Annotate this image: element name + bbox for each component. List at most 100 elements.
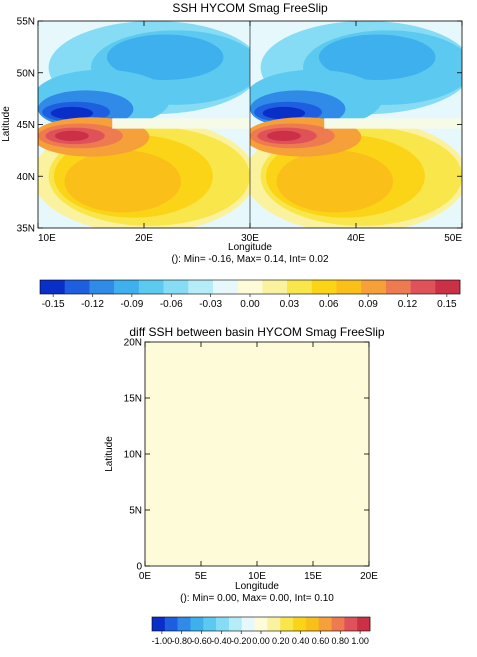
chart1-ytick-label: 40N — [17, 172, 35, 183]
colorbar-tick-label: -0.12 — [81, 299, 104, 310]
colorbar-swatch — [311, 280, 337, 294]
colorbar-tick-label: -0.03 — [199, 299, 222, 310]
chart2-title: diff SSH between basin HYCOM Smag FreeSl… — [129, 325, 385, 339]
colorbar-tick-label: 0.40 — [292, 636, 310, 646]
colorbar-swatch — [114, 280, 140, 294]
colorbar-swatch — [152, 617, 166, 631]
colorbar-swatch — [40, 280, 66, 294]
chart2-ytick-label: 5N — [129, 506, 142, 517]
colorbar-swatch — [435, 280, 461, 294]
colorbar-swatch — [163, 280, 189, 294]
colorbar-tick-label: 0.80 — [332, 636, 350, 646]
chart2-field — [145, 342, 369, 566]
colorbar-swatch — [177, 617, 191, 631]
chart1-xtick-label: 40E — [347, 233, 365, 244]
colorbar-swatch — [293, 617, 307, 631]
colorbar-tick-label: -0.15 — [42, 299, 65, 310]
colorbar-swatch — [190, 617, 204, 631]
colorbar-tick-label: 0.09 — [358, 299, 378, 310]
chart2-ytick-label: 0 — [136, 562, 142, 573]
colorbar-swatch — [203, 617, 217, 631]
chart1-ytick-label: 55N — [17, 17, 35, 28]
colorbar-swatch — [138, 280, 164, 294]
field-contour-band — [106, 34, 224, 80]
colorbar-tick-label: -1.00 — [152, 636, 173, 646]
chart2-xtick-label: 15E — [304, 571, 322, 582]
field-contour-band — [318, 34, 436, 80]
colorbar-swatch — [212, 280, 238, 294]
colorbar-swatch — [336, 280, 362, 294]
chart1-plot — [37, 20, 463, 229]
field-contour-band — [276, 150, 394, 213]
field-contour-band — [64, 150, 182, 213]
chart1-xtick-label: 50E — [444, 233, 462, 244]
colorbar-tick-label: 0.00 — [240, 299, 260, 310]
chart1-ylabel: Latitude — [1, 106, 12, 142]
field-zero-band — [324, 118, 462, 129]
colorbar-swatch — [164, 617, 178, 631]
chart2-colorbar — [151, 616, 371, 632]
colorbar-swatch — [188, 280, 214, 294]
colorbar-tick-label: -0.20 — [231, 636, 252, 646]
chart2-plot — [144, 341, 370, 567]
chart2-xtick-label: 10E — [248, 571, 266, 582]
chart1-ytick-label: 35N — [17, 224, 35, 235]
field-contour-band — [266, 130, 301, 142]
chart2-stats: (): Min= 0.00, Max= 0.00, Int= 0.10 — [180, 593, 334, 604]
colorbar-swatch — [241, 617, 255, 631]
colorbar-tick-label: -0.09 — [120, 299, 143, 310]
colorbar-swatch — [216, 617, 230, 631]
colorbar-swatch — [385, 280, 411, 294]
colorbar-swatch — [280, 617, 294, 631]
chart2-ytick-label: 10N — [124, 450, 142, 461]
colorbar-swatch — [361, 280, 387, 294]
colorbar-tick-label: 0.20 — [272, 636, 290, 646]
colorbar-tick-label: 1.00 — [351, 636, 369, 646]
chart2-ytick-label: 20N — [124, 338, 142, 349]
colorbar-swatch — [267, 617, 281, 631]
chart1-xtick-label: 20E — [135, 233, 153, 244]
colorbar-swatch — [237, 280, 263, 294]
field-contour-band — [54, 130, 89, 142]
chart2-xtick-label: 0E — [139, 571, 152, 582]
chart1-colorbar — [39, 279, 461, 295]
chart1-xtick-label: 10E — [38, 233, 56, 244]
colorbar-swatch — [331, 617, 345, 631]
chart1-ytick-label: 50N — [17, 68, 35, 79]
colorbar-swatch — [254, 617, 268, 631]
colorbar-swatch — [64, 280, 90, 294]
colorbar-swatch — [89, 280, 115, 294]
colorbar-swatch — [305, 617, 320, 631]
colorbar-tick-label: 0.00 — [252, 636, 270, 646]
chart1-xtick-label: 30E — [241, 233, 259, 244]
chart1-stats: (): Min= -0.16, Max= 0.14, Int= 0.02 — [171, 254, 328, 265]
colorbar-tick-label: 0.06 — [319, 299, 339, 310]
field-contour-band — [262, 106, 306, 120]
colorbar-tick-label: -0.06 — [160, 299, 183, 310]
colorbar-tick-label: 0.12 — [398, 299, 418, 310]
colorbar-tick-label: -0.60 — [191, 636, 212, 646]
colorbar-swatch — [228, 617, 243, 631]
field-zero-band — [112, 118, 250, 129]
colorbar-swatch — [344, 617, 358, 631]
field-contour-band — [50, 106, 94, 120]
colorbar-tick-label: 0.60 — [312, 636, 330, 646]
chart2-xtick-label: 20E — [360, 571, 378, 582]
colorbar-tick-label: 0.03 — [280, 299, 300, 310]
chart1-field-right — [250, 21, 462, 228]
chart2-ytick-label: 15N — [124, 394, 142, 405]
colorbar-swatch — [287, 280, 313, 294]
colorbar-swatch — [262, 280, 288, 294]
chart1-ytick-label: 45N — [17, 120, 35, 131]
colorbar-swatch — [410, 280, 436, 294]
chart2-xtick-label: 5E — [195, 571, 208, 582]
chart2-ylabel: Latitude — [104, 436, 115, 472]
chart1-field-left — [38, 21, 250, 228]
colorbar-tick-label: 0.15 — [437, 299, 457, 310]
colorbar-swatch — [357, 617, 371, 631]
chart1-title: SSH HYCOM Smag FreeSlip — [172, 1, 328, 15]
chart2-xlabel: Longitude — [235, 581, 279, 592]
chart1-xlabel: Longitude — [228, 242, 272, 253]
colorbar-tick-label: -0.40 — [211, 636, 232, 646]
